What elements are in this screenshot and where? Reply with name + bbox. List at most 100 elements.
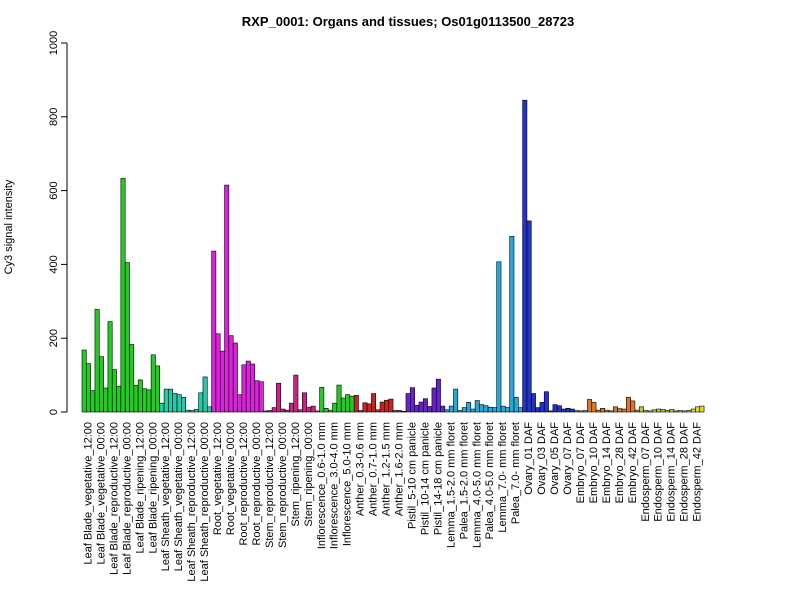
category-label: Root_reproductive_12:00 [238,422,250,546]
bar [604,409,610,413]
bar [617,408,623,413]
category-label: Stem_ripening_12:00 [290,422,302,527]
bar [133,385,139,413]
bar [626,396,631,413]
bar [535,407,541,413]
category-label: Lemma_7.0- mm floret [497,422,509,533]
y-tick-label: 600 [48,181,60,199]
category-label: Ovary_03 DAF [536,422,548,495]
bar [647,410,653,413]
bar [677,410,683,413]
bar [699,405,705,413]
category-label: Pistil_10-14 cm panicle [419,422,431,535]
bar [410,387,415,413]
category-label: Leaf Blade_vegetative_12:00 [82,422,94,565]
bar [401,410,407,413]
bar [314,410,320,413]
category-label: Lemma_1.5-2.0 mm floret [445,422,457,548]
bar [483,405,489,413]
bar [500,405,506,413]
bar [422,398,428,413]
category-label: Inflorescence_5.0-10 mm [342,422,354,546]
bar [427,406,433,413]
category-label: Endosperm_07 DAF [640,422,652,522]
chart-title: RXP_0001: Organs and tissues; Os01g01135… [242,14,574,29]
category-label: Inflorescence_0.6-1.0 mm [316,422,328,549]
bar [656,408,662,413]
bar [189,410,195,413]
bar [418,401,424,413]
bar [284,409,290,413]
bar [375,409,381,413]
bar [552,404,558,413]
bar [660,409,666,413]
category-label: Endosperm_14 DAF [666,422,678,522]
bar [634,409,640,413]
bar [129,344,135,413]
bar [578,410,584,413]
category-label: Embryo_07 DAF [575,422,587,504]
category-label: Inflorescence_3.0-4.0 mm [329,422,341,549]
bar [362,402,368,413]
category-label: Embryo_14 DAF [601,422,613,504]
bar [435,378,441,413]
bar [98,356,104,413]
bar [263,410,269,413]
category-label: Stem_reproductive_12:00 [264,422,276,548]
bar [388,398,394,413]
bar [349,395,355,413]
bar [159,402,165,413]
bar [397,410,402,413]
category-label: Leaf Sheath_vegetative_00:00 [173,422,185,571]
bar [111,369,117,413]
bar [116,385,122,413]
category-label: Embryo_28 DAF [614,422,626,504]
bar [682,410,688,413]
bar [276,382,281,413]
bar [561,408,567,413]
bar [310,405,316,413]
bar [448,405,454,413]
category-label: Endosperm_10 DAF [653,422,665,522]
bar [245,360,251,413]
bar [574,410,580,413]
bar [664,410,670,413]
bar [241,364,247,413]
y-tick-label: 0 [48,409,60,415]
bar [293,374,299,413]
bar [185,409,191,413]
bar [505,407,510,413]
bar [142,388,148,413]
bar [168,388,173,413]
category-label: Endosperm_28 DAF [679,422,691,522]
bar [306,406,312,413]
category-label: Leaf Sheath_reproductive_12:00 [186,422,198,582]
bar [453,388,459,413]
bar [496,261,502,413]
category-label: Palea_1.5-2.0 mm floret [458,422,470,539]
bar [228,335,234,413]
bar [206,406,212,413]
bar [202,376,208,413]
bar [280,408,286,413]
bar [600,408,606,413]
bar [371,393,377,413]
bar [608,410,614,413]
bar [543,391,549,413]
bar [466,402,472,413]
bars [81,99,705,413]
bar [254,380,260,413]
bar [302,392,307,413]
bar [194,409,199,413]
bar [379,401,385,413]
bar [124,262,130,413]
category-label: Embryo_42 DAF [627,422,639,504]
bar [172,393,178,413]
bar [686,410,692,413]
bar [522,99,528,413]
y-tick-label: 800 [48,108,60,126]
category-label: Ovary_01 DAF [523,422,535,495]
bar [150,354,156,413]
bar [327,409,333,413]
